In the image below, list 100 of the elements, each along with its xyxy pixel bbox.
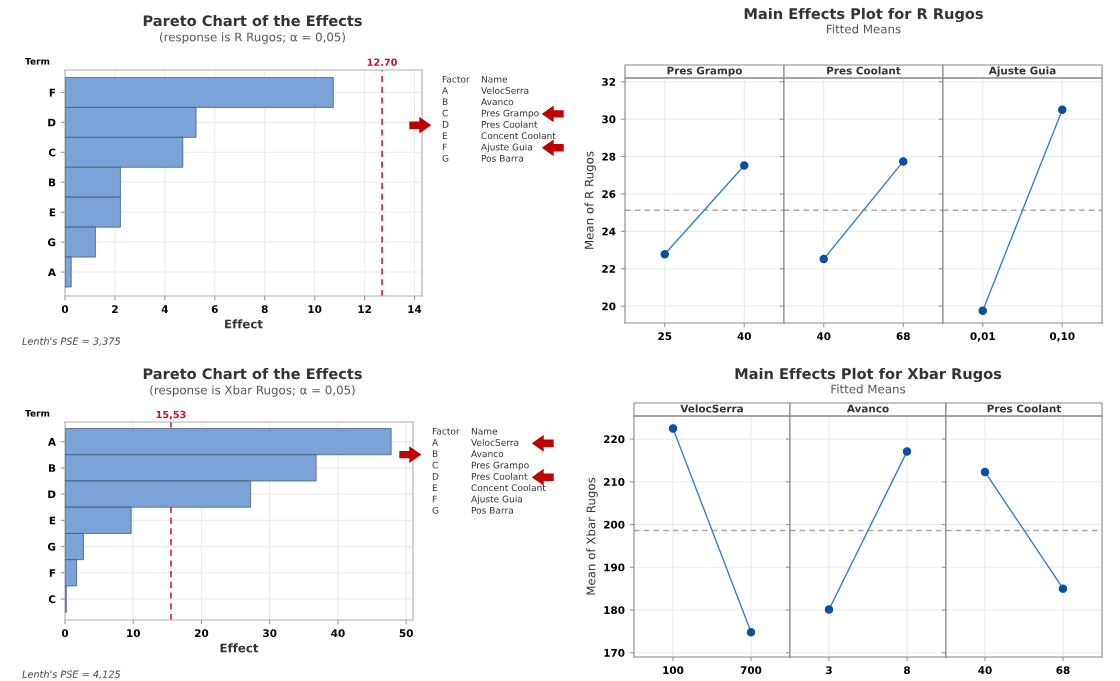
y-tick-label: B [48, 464, 56, 472]
text: Pos Barra [471, 507, 513, 514]
text: E [432, 484, 438, 491]
text: A [432, 439, 439, 446]
text: Factor [432, 427, 460, 435]
y-tick-label: 28 [602, 152, 616, 161]
text: Lenth's PSE = 3,375 [22, 337, 121, 346]
text: Pres Grampo [471, 461, 529, 471]
y-tick-label: D [48, 490, 56, 499]
chart-title: Avanco [846, 404, 889, 413]
text: G [432, 506, 439, 514]
text: Avanco [481, 98, 514, 106]
chart-title: Pareto Chart of the Effects [143, 367, 362, 380]
x-tick-label: 100 [663, 666, 684, 675]
y-tick-label: A [47, 268, 56, 277]
text: Main Effects Plot for R Rugos [744, 7, 983, 23]
chart-title: Pres Coolant [987, 404, 1062, 413]
text: Name [471, 427, 498, 435]
text: Ajuste Guia [481, 143, 533, 153]
text: B [442, 98, 448, 106]
y-tick-label: G [47, 238, 56, 247]
y-tick-label: F [49, 569, 56, 577]
text: Fitted Means [831, 384, 906, 394]
x-tick-label: 25 [658, 332, 672, 341]
y-tick-label: 190 [604, 563, 625, 572]
y-tick-label: 26 [602, 190, 616, 199]
text: C [442, 109, 448, 117]
text: Factor [442, 75, 470, 83]
x-tick-label: 10 [308, 305, 322, 314]
x-tick-label: 0 [61, 305, 69, 314]
x-tick-label: 68 [896, 332, 910, 341]
text: A [442, 87, 449, 94]
chart-title: VelocSerra [680, 404, 743, 413]
y-axis-title: Term [25, 409, 50, 417]
x-tick-label: 68 [1056, 666, 1070, 675]
y-tick-label: G [47, 542, 56, 551]
y-tick-label: 24 [602, 227, 616, 236]
x-axis-title: Effect [220, 643, 259, 653]
text: Name [481, 75, 508, 83]
text: E [442, 132, 448, 139]
text: G [442, 154, 449, 162]
y-tick-label: 30 [602, 115, 616, 124]
text: F [432, 495, 437, 503]
text: Lenth's PSE = 4,125 [22, 670, 121, 679]
y-tick-label: 220 [604, 435, 625, 444]
text: Pos Barra [481, 155, 523, 162]
x-tick-label: 50 [399, 629, 413, 638]
text: D [432, 473, 439, 480]
x-tick-label: 8 [261, 305, 268, 314]
x-tick-label: 2 [112, 305, 118, 313]
x-tick-label: 3 [826, 666, 832, 675]
x-tick-label: 0 [61, 629, 69, 638]
y-tick-label: E [49, 516, 56, 525]
text: Pres Coolant [481, 120, 538, 128]
x-tick-label: 12 [358, 305, 371, 313]
text: Ajuste Guia [471, 495, 523, 505]
text: Concent Coolant [471, 484, 546, 492]
text: B [432, 450, 438, 458]
text: Main Effects Plot for Xbar Rugos [735, 367, 1002, 383]
y-tick-label: A [47, 438, 56, 446]
y-tick-label: 200 [604, 520, 625, 529]
x-tick-label: 10 [127, 629, 140, 638]
x-axis-title: Effect [225, 319, 263, 329]
chart-subtitle: (response is R Rugos; α = 0,05) [160, 32, 345, 44]
x-tick-label: 0,01 [970, 332, 995, 342]
y-axis-title: Term [25, 57, 50, 65]
y-tick-label: 210 [604, 478, 625, 486]
y-axis-title: Mean of Xbar Rugos [586, 477, 598, 595]
chart-title: Pareto Chart of the Effects [143, 14, 362, 27]
text: Concent Coolant [481, 132, 556, 140]
x-tick-label: 40 [816, 332, 831, 341]
chart-title: Pres Coolant [827, 66, 901, 75]
y-tick-label: D [48, 118, 56, 127]
x-tick-label: 14 [408, 305, 422, 313]
y-tick-label: 32 [602, 77, 616, 86]
y-tick-label: 170 [604, 648, 625, 657]
x-tick-label: 40 [331, 629, 345, 638]
chart-title: Pres Grampo [667, 66, 742, 77]
ref-line-label: 12.70 [367, 58, 397, 66]
text: F [442, 143, 447, 151]
x-tick-label: 30 [263, 629, 277, 638]
text: Pres Grampo [481, 109, 539, 119]
y-tick-label: B [48, 178, 56, 187]
text: Pres Coolant [471, 472, 528, 480]
x-tick-label: 40 [737, 332, 751, 341]
chart-title: Ajuste Guia [988, 66, 1056, 77]
y-tick-label: 22 [602, 264, 616, 273]
y-axis-title: Mean of R Rugos [584, 151, 596, 249]
x-tick-label: 4 [161, 305, 169, 313]
y-tick-label: 180 [604, 606, 625, 615]
y-tick-label: E [49, 208, 56, 217]
ref-line-label: 15,53 [156, 410, 186, 420]
chart-subtitle: (response is Xbar Rugos; α = 0,05) [150, 385, 355, 397]
x-tick-label: 8 [904, 666, 910, 675]
text: Avanco [471, 450, 504, 458]
x-tick-label: 40 [978, 666, 992, 675]
text: VelocSerra [481, 86, 529, 94]
x-tick-label: 700 [740, 666, 762, 675]
text: VelocSerra [471, 438, 519, 446]
text: D [442, 121, 449, 128]
